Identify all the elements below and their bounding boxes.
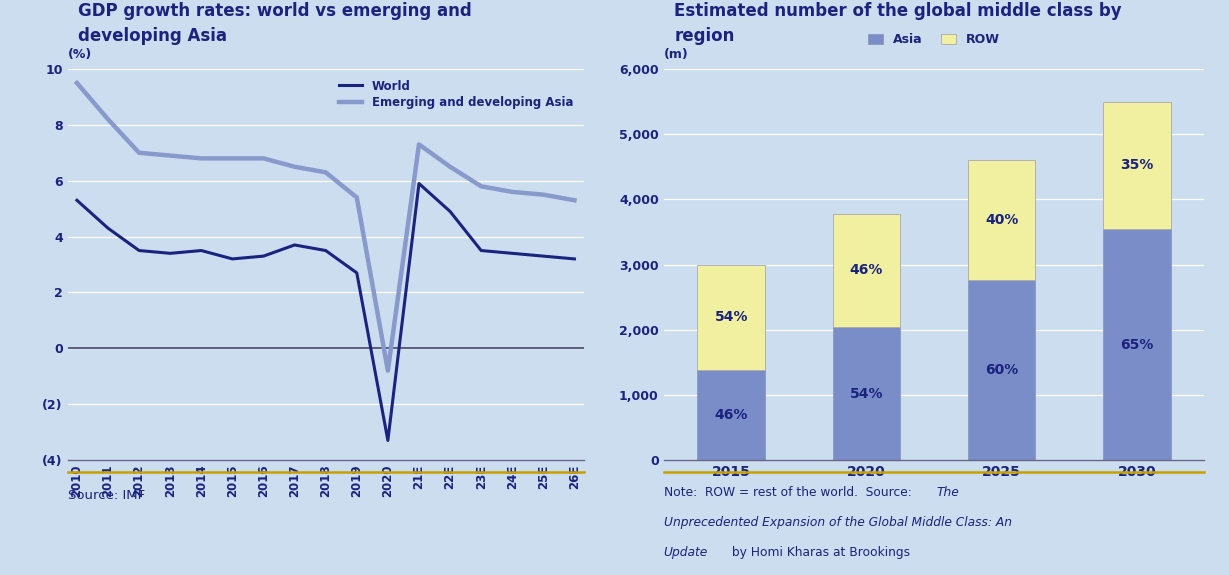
Text: Unprecedented Expansion of the Global Middle Class: An: Unprecedented Expansion of the Global Mi… xyxy=(664,516,1011,529)
Emerging and developing Asia xyxy=(442,163,457,170)
Emerging and developing Asia xyxy=(412,141,426,148)
Text: 54%: 54% xyxy=(714,310,748,324)
Text: 35%: 35% xyxy=(1120,159,1154,172)
World xyxy=(225,255,240,262)
World xyxy=(101,225,116,232)
World xyxy=(194,247,209,254)
Emerging and developing Asia xyxy=(194,155,209,162)
Emerging and developing Asia xyxy=(101,116,116,122)
Text: (m): (m) xyxy=(664,48,688,61)
Text: 40%: 40% xyxy=(984,213,1019,227)
Line: Emerging and developing Asia: Emerging and developing Asia xyxy=(77,83,574,371)
Bar xyxy=(698,264,764,370)
Text: GDP growth rates: world vs emerging and
developing Asia: GDP growth rates: world vs emerging and … xyxy=(77,2,472,45)
Bar xyxy=(698,370,764,460)
Bar xyxy=(833,327,901,460)
Text: Estimated number of the global middle class by
region: Estimated number of the global middle cl… xyxy=(675,2,1122,45)
Legend: Asia, ROW: Asia, ROW xyxy=(863,28,1005,51)
Line: World: World xyxy=(77,183,574,440)
Text: 46%: 46% xyxy=(849,263,884,277)
Emerging and developing Asia xyxy=(505,189,520,196)
Emerging and developing Asia xyxy=(318,169,333,176)
Emerging and developing Asia xyxy=(536,191,551,198)
Text: by Homi Kharas at Brookings: by Homi Kharas at Brookings xyxy=(728,546,909,559)
World xyxy=(349,270,364,277)
Emerging and developing Asia xyxy=(225,155,240,162)
World xyxy=(412,180,426,187)
World xyxy=(162,250,177,257)
World xyxy=(442,208,457,215)
Bar xyxy=(1104,229,1171,460)
Text: The: The xyxy=(936,486,960,499)
Bar xyxy=(968,160,1035,280)
Emerging and developing Asia xyxy=(381,367,396,374)
Text: (%): (%) xyxy=(68,48,92,61)
World xyxy=(505,250,520,257)
World xyxy=(536,252,551,259)
World xyxy=(318,247,333,254)
Bar xyxy=(968,280,1035,460)
Text: Note:  ROW = rest of the world.  Source:: Note: ROW = rest of the world. Source: xyxy=(664,486,919,499)
Emerging and developing Asia xyxy=(256,155,270,162)
Text: 46%: 46% xyxy=(714,408,748,422)
World xyxy=(474,247,489,254)
World xyxy=(288,242,302,248)
Emerging and developing Asia xyxy=(567,197,581,204)
Text: 65%: 65% xyxy=(1120,338,1154,352)
Text: Update: Update xyxy=(664,546,708,559)
Text: 54%: 54% xyxy=(849,386,884,401)
Emerging and developing Asia xyxy=(288,163,302,170)
World xyxy=(70,197,85,204)
Emerging and developing Asia xyxy=(474,183,489,190)
Emerging and developing Asia xyxy=(162,152,177,159)
World xyxy=(132,247,146,254)
Text: Source: IMF: Source: IMF xyxy=(68,489,145,502)
Emerging and developing Asia xyxy=(70,79,85,86)
Text: 60%: 60% xyxy=(984,363,1019,377)
Legend: World, Emerging and developing Asia: World, Emerging and developing Asia xyxy=(334,75,578,114)
World xyxy=(256,252,270,259)
Bar xyxy=(833,214,901,327)
Emerging and developing Asia xyxy=(132,150,146,156)
World xyxy=(381,437,396,444)
Emerging and developing Asia xyxy=(349,194,364,201)
World xyxy=(567,255,581,262)
Bar xyxy=(1104,102,1171,229)
